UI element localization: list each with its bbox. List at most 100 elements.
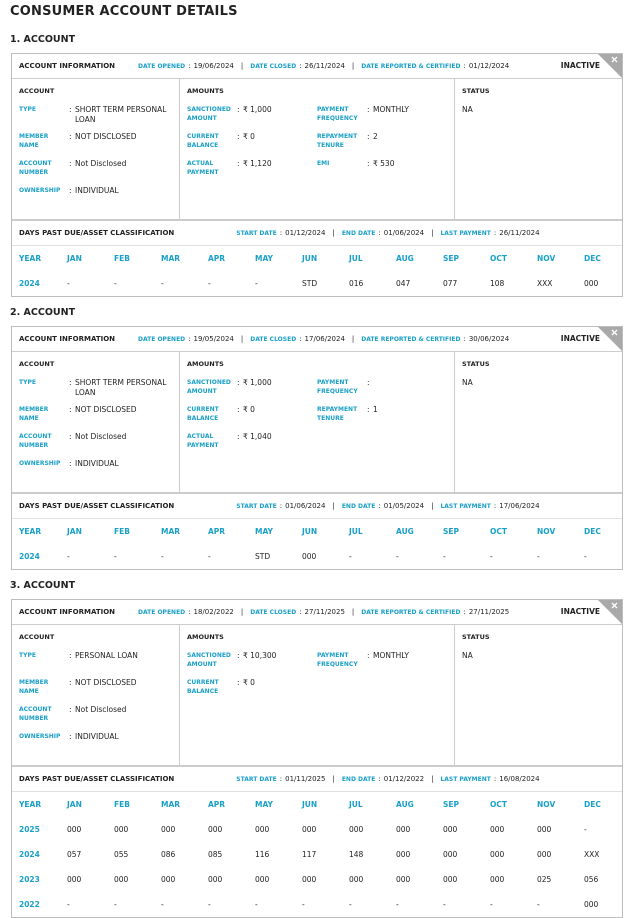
- field-value: Not Disclosed: [75, 159, 127, 168]
- divider: |: [351, 608, 355, 616]
- date-value: 01/12/2024: [285, 229, 326, 237]
- date-label: END DATE: [341, 229, 376, 237]
- account-heading: 2. ACCOUNT: [10, 307, 76, 318]
- month-label: SEP: [443, 254, 460, 263]
- month-label: JUL: [349, 254, 363, 263]
- divider: |: [240, 335, 244, 343]
- field-row: TYPE: PERSONAL LOAN: [19, 651, 172, 678]
- dpd-value: -: [114, 552, 117, 561]
- colon: :: [69, 678, 72, 687]
- dpd-value: -: [114, 279, 117, 288]
- colon: :: [188, 62, 191, 70]
- field-row: PAYMENT FREQUENCY: MONTHLY: [317, 651, 447, 678]
- field-row: ACTUAL PAYMENT: ₹ 1,120: [187, 159, 317, 186]
- dpd-value: 000: [114, 825, 129, 834]
- month-label: JUL: [349, 800, 363, 809]
- colon: :: [237, 405, 240, 414]
- colon: :: [69, 132, 72, 141]
- dpd-bar: DAYS PAST DUE/ASSET CLASSIFICATION START …: [12, 221, 622, 246]
- status-column: STATUS NA: [454, 79, 622, 219]
- field-label: MEMBER NAME: [19, 406, 49, 422]
- column-heading: ACCOUNT: [19, 87, 55, 95]
- field-value: INDIVIDUAL: [75, 732, 119, 741]
- divider: |: [332, 229, 335, 237]
- colon: :: [463, 335, 466, 343]
- date-label: DATE OPENED: [138, 62, 186, 70]
- field-label: CURRENT BALANCE: [187, 133, 219, 149]
- date-label: START DATE: [236, 229, 277, 237]
- date-label: DATE CLOSED: [250, 608, 297, 616]
- month-label: FEB: [114, 527, 130, 536]
- column-heading: AMOUNTS: [187, 360, 224, 368]
- dpd-value: 000: [302, 875, 317, 884]
- divider: |: [332, 502, 335, 510]
- dpd-value: -: [67, 552, 70, 561]
- dpd-value: 000: [584, 279, 599, 288]
- divider: |: [240, 608, 244, 616]
- date-value: 30/06/2024: [468, 335, 510, 343]
- month-label: OCT: [490, 527, 507, 536]
- status-value: NA: [462, 105, 473, 114]
- divider: |: [240, 62, 244, 70]
- year: 2023: [19, 875, 40, 884]
- dpd-value: -: [537, 552, 540, 561]
- account-column: ACCOUNT TYPE: SHORT TERM PERSONAL LOAN MEMB…: [12, 79, 179, 219]
- date-label: DATE OPENED: [138, 335, 186, 343]
- colon: :: [237, 105, 240, 114]
- field-value: ₹ 10,300: [243, 651, 277, 660]
- month-label: NOV: [537, 254, 556, 263]
- colon: :: [367, 651, 370, 660]
- close-corner: [598, 54, 622, 78]
- date-label: START DATE: [236, 502, 277, 510]
- info-label: ACCOUNT INFORMATION: [19, 608, 116, 616]
- dpd-value: 000: [537, 825, 552, 834]
- dpd-value: 000: [490, 825, 505, 834]
- field-value: 1: [373, 405, 378, 414]
- field-row: SANCTIONED AMOUNT: ₹ 1,000: [187, 378, 317, 405]
- dpd-value: -: [255, 900, 258, 909]
- dpd-value: 000: [396, 850, 411, 859]
- dpd-value: -: [208, 279, 211, 288]
- dpd-value: -: [208, 900, 211, 909]
- colon: :: [279, 502, 283, 510]
- dpd-value: 077: [443, 279, 458, 288]
- colon: :: [493, 229, 497, 237]
- date-label: START DATE: [236, 775, 277, 783]
- field-value: ₹ 530: [373, 159, 395, 168]
- dpd-value: 117: [302, 850, 317, 859]
- colon: :: [69, 405, 72, 414]
- colon: :: [69, 105, 72, 114]
- dpd-value: 086: [161, 850, 176, 859]
- colon: :: [279, 775, 283, 783]
- dpd-value: 055: [114, 850, 129, 859]
- dpd-value: 108: [490, 279, 505, 288]
- month-label: MAR: [161, 527, 181, 536]
- field-value: ₹ 1,000: [243, 378, 272, 387]
- month-label: DEC: [584, 527, 601, 536]
- dpd-value: 000: [537, 850, 552, 859]
- dpd-value: 000: [584, 900, 599, 909]
- dpd-value: 116: [255, 850, 270, 859]
- colon: :: [367, 132, 370, 141]
- field-label: SANCTIONED AMOUNT: [187, 106, 231, 122]
- field-label: MEMBER NAME: [19, 679, 49, 695]
- dpd-value: -: [208, 552, 211, 561]
- dpd-value: 000: [396, 875, 411, 884]
- dpd-value: -: [396, 900, 399, 909]
- dpd-value: 000: [302, 552, 317, 561]
- field-row: REPAYMENT TENURE:1: [317, 405, 447, 432]
- dpd-value: 000: [443, 825, 458, 834]
- date-value: 01/06/2024: [285, 502, 326, 510]
- field-value: ₹ 1,120: [243, 159, 272, 168]
- month-label: SEP: [443, 800, 460, 809]
- dpd-value: -: [537, 900, 540, 909]
- divider: |: [431, 775, 434, 783]
- date-value: 01/05/2024: [383, 502, 425, 510]
- field-label: TYPE: [19, 379, 36, 386]
- colon: :: [378, 775, 381, 783]
- field-value: PERSONAL LOAN: [75, 651, 138, 660]
- field-label: CURRENT BALANCE: [187, 679, 219, 695]
- month-label: JAN: [67, 254, 82, 263]
- field-label: SANCTIONED AMOUNT: [187, 379, 231, 395]
- colon: :: [237, 432, 240, 441]
